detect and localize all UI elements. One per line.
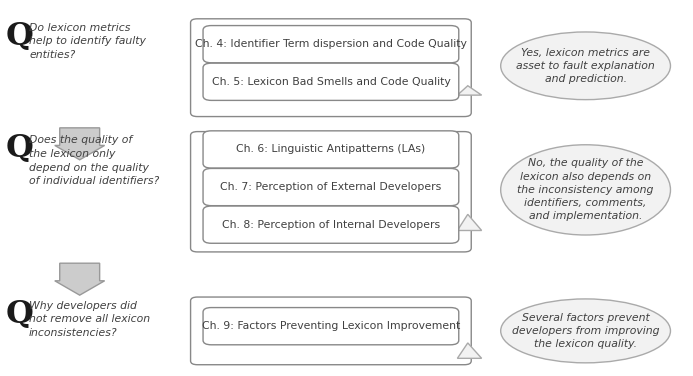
Text: Ch. 5: Lexicon Bad Smells and Code Quality: Ch. 5: Lexicon Bad Smells and Code Quali… <box>211 77 450 87</box>
Text: Why developers did
not remove all lexicon
inconsistencies?: Why developers did not remove all lexico… <box>29 301 150 338</box>
Polygon shape <box>55 263 105 295</box>
Text: Ch. 6: Linguistic Antipatterns (LAs): Ch. 6: Linguistic Antipatterns (LAs) <box>236 144 426 155</box>
Text: Ch. 8: Perception of Internal Developers: Ch. 8: Perception of Internal Developers <box>222 220 440 230</box>
Ellipse shape <box>500 299 671 363</box>
Text: Several factors prevent
developers from improving
the lexicon quality.: Several factors prevent developers from … <box>512 313 659 349</box>
Text: Q: Q <box>6 133 33 164</box>
FancyBboxPatch shape <box>191 297 471 365</box>
Polygon shape <box>457 214 482 230</box>
Text: Ch. 4: Identifier Term dispersion and Code Quality: Ch. 4: Identifier Term dispersion and Co… <box>195 39 467 49</box>
Text: Do lexicon metrics
help to identify faulty
entities?: Do lexicon metrics help to identify faul… <box>29 23 146 60</box>
FancyBboxPatch shape <box>203 131 459 168</box>
FancyBboxPatch shape <box>191 132 471 252</box>
FancyBboxPatch shape <box>191 19 471 117</box>
FancyBboxPatch shape <box>203 308 459 345</box>
Ellipse shape <box>500 145 671 235</box>
Text: Q: Q <box>6 299 33 330</box>
Polygon shape <box>457 343 482 358</box>
Text: Ch. 9: Factors Preventing Lexicon Improvement: Ch. 9: Factors Preventing Lexicon Improv… <box>202 321 460 331</box>
Text: Yes, lexicon metrics are
asset to fault explanation
and prediction.: Yes, lexicon metrics are asset to fault … <box>516 48 655 84</box>
FancyBboxPatch shape <box>203 168 459 206</box>
Ellipse shape <box>500 32 671 100</box>
FancyBboxPatch shape <box>203 26 459 63</box>
Text: Does the quality of
the lexicon only
depend on the quality
of individual identif: Does the quality of the lexicon only dep… <box>29 135 159 186</box>
Text: Ch. 7: Perception of External Developers: Ch. 7: Perception of External Developers <box>220 182 441 192</box>
Polygon shape <box>55 128 105 160</box>
FancyBboxPatch shape <box>203 63 459 100</box>
Text: Q: Q <box>6 21 33 52</box>
Text: No, the quality of the
lexicon also depends on
the inconsistency among
identifie: No, the quality of the lexicon also depe… <box>518 158 653 221</box>
Polygon shape <box>457 86 482 95</box>
FancyBboxPatch shape <box>203 206 459 243</box>
